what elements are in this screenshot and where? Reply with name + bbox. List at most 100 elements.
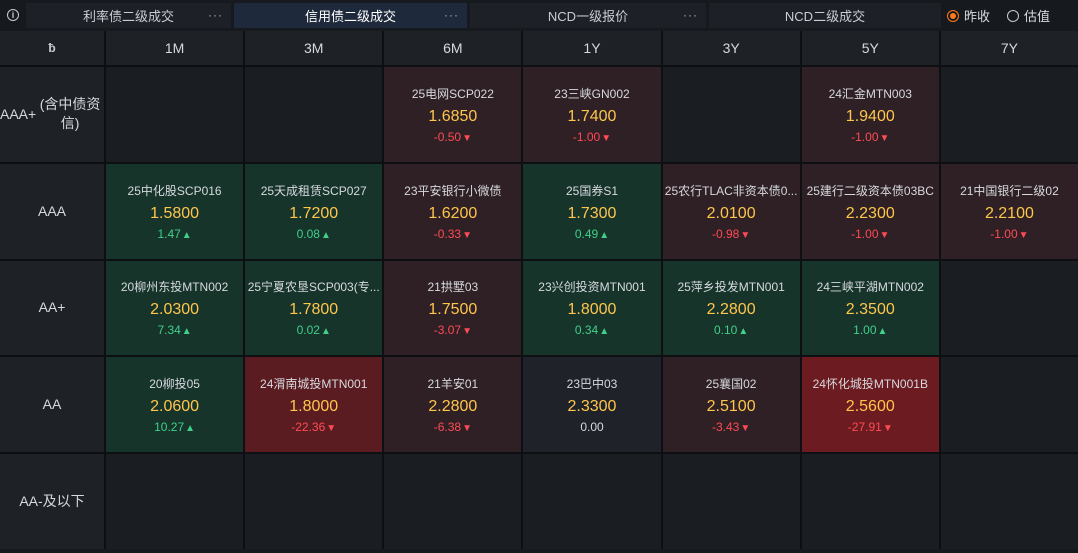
column-header-5y: 5Y	[801, 31, 939, 65]
row-label: AAA	[0, 163, 104, 259]
info-icon[interactable]: i	[7, 9, 19, 21]
change-value: -27.91	[847, 420, 882, 435]
bond-name: 23巴中03	[566, 377, 618, 392]
radio-label: 估值	[1024, 9, 1051, 24]
change-value: -6.38	[433, 420, 462, 435]
rating-label: AAA+	[0, 105, 37, 122]
change-value: 7.34	[157, 323, 181, 338]
triangle-down-icon: ▼	[462, 326, 472, 338]
bond-cell[interactable]: 20柳投05 2.0600 10.27▲	[106, 357, 244, 453]
rating-label: AAA	[37, 202, 66, 219]
rating-sublabel: (含中债资信)	[39, 96, 101, 132]
radio-close[interactable]: 昨收	[947, 6, 990, 25]
bond-yield: 2.0600	[150, 398, 200, 416]
bond-change: 1.47▲	[157, 227, 191, 241]
radio-valuation[interactable]: 估值	[1007, 6, 1050, 25]
bond-cell[interactable]: 20柳州东投MTN002 2.0300 7.34▲	[106, 260, 244, 356]
bond-change: -22.36▼	[291, 420, 336, 434]
bond-cell[interactable]: 25襄国02 2.5100 -3.43▼	[662, 357, 800, 453]
column-header-1y: 1Y	[523, 31, 661, 65]
bond-cell[interactable]: 21中国银行二级02 2.2100 -1.00▼	[940, 163, 1078, 259]
empty-cell	[801, 454, 939, 549]
tab-label: 信用债二级成交	[304, 9, 396, 24]
tab-credit-bond-secondary[interactable]: 信用债二级成交 ···	[234, 3, 467, 28]
bond-yield: 1.6200	[428, 204, 478, 222]
column-header-3y: 3Y	[662, 31, 800, 65]
bond-cell[interactable]: 25中化股SCP016 1.5800 1.47▲	[106, 163, 244, 259]
bond-name: 24渭南城投MTN001	[260, 377, 368, 392]
column-header-3m: 3M	[245, 31, 383, 65]
rating-label: AA	[42, 396, 62, 413]
bond-cell[interactable]: 21拱墅03 1.7500 -3.07▼	[384, 260, 522, 356]
bond-change: 0.34▲	[575, 323, 609, 337]
more-icon[interactable]: ···	[208, 8, 223, 22]
radio-unchecked-icon[interactable]	[1007, 9, 1019, 22]
bond-name: 20柳州东投MTN002	[120, 280, 229, 295]
tab-ncd-primary-quote[interactable]: NCD一级报价 ···	[470, 3, 706, 28]
credit-bond-matrix: ƀ 1M 3M 6M 1Y 3Y 5Y 7Y AAA+ (含中债资信) 25电网SCP022 1.6…	[0, 31, 1078, 549]
row-label: AA-及以下	[0, 454, 104, 549]
bond-yield: 1.7200	[289, 204, 339, 222]
bond-change: -27.91▼	[848, 420, 893, 434]
triangle-up-icon: ▲	[185, 423, 196, 435]
bond-cell[interactable]: 23巴中03 2.3300 0.00	[523, 357, 661, 453]
bond-cell[interactable]: 25萍乡投发MTN001 2.2800 0.10▲	[662, 260, 800, 356]
bond-change: 1.00▲	[853, 323, 887, 337]
column-header-6m: 6M	[384, 31, 522, 65]
bond-cell[interactable]: 24渭南城投MTN001 1.8000 -22.36▼	[245, 357, 383, 453]
bond-cell[interactable]: 24怀化城投MTN001B 2.5600 -27.91▼	[801, 357, 939, 453]
bond-name: 25农行TLAC非资本债0...	[664, 183, 798, 198]
bond-name: 21拱墅03	[427, 280, 479, 295]
radio-checked-icon[interactable]	[947, 9, 959, 22]
tab-ncd-secondary[interactable]: NCD二级成交	[709, 3, 941, 28]
bond-cell[interactable]: 23兴创投资MTN001 1.8000 0.34▲	[523, 260, 661, 356]
bond-name: 24汇金MTN003	[828, 86, 912, 101]
bond-cell[interactable]: 24汇金MTN003 1.9400 -1.00▼	[801, 67, 939, 162]
bond-name: 25萍乡投发MTN001	[677, 280, 785, 295]
empty-cell	[662, 454, 800, 549]
bond-yield: 1.7800	[289, 301, 339, 319]
triangle-down-icon: ▼	[462, 423, 472, 435]
bond-cell[interactable]: 25电网SCP022 1.6850 -0.50▼	[384, 67, 522, 162]
bond-change: 0.00	[580, 420, 603, 434]
bond-cell[interactable]: 23三峡GN002 1.7400 -1.00▼	[523, 67, 661, 162]
bond-change: -1.00▼	[851, 130, 889, 144]
bottom-bar	[0, 549, 1078, 553]
rating-label: AA-及以下	[19, 493, 85, 510]
column-header-7y: 7Y	[940, 31, 1078, 65]
triangle-up-icon: ▲	[738, 326, 749, 338]
bond-cell[interactable]: 21羊安01 2.2800 -6.38▼	[384, 357, 522, 453]
change-value: -1.00	[572, 129, 601, 144]
triangle-down-icon: ▼	[879, 132, 890, 144]
empty-cell	[662, 67, 800, 162]
bond-yield: 1.6850	[428, 107, 478, 125]
bond-change: 10.27▲	[154, 420, 195, 434]
bond-change: 0.02▲	[297, 323, 331, 337]
more-icon[interactable]: ···	[683, 8, 698, 22]
bond-yield: 2.3500	[845, 301, 895, 319]
bond-cell[interactable]: 25农行TLAC非资本债0... 2.0100 -0.98▼	[662, 163, 800, 259]
triangle-down-icon: ▼	[1018, 229, 1029, 241]
bond-cell[interactable]: 23平安银行小微债 1.6200 -0.33▼	[384, 163, 522, 259]
tab-rate-bond-secondary[interactable]: 利率债二级成交 ···	[26, 3, 231, 28]
empty-cell	[940, 260, 1078, 356]
row-label: AA	[0, 357, 104, 453]
triangle-up-icon: ▲	[877, 326, 888, 338]
bond-yield: 2.2100	[984, 204, 1034, 222]
triangle-up-icon: ▲	[599, 326, 610, 338]
bond-cell[interactable]: 25国券S1 1.7300 0.49▲	[523, 163, 661, 259]
empty-cell	[245, 67, 383, 162]
bond-cell[interactable]: 25宁夏农垦SCP003(专... 1.7800 0.02▲	[245, 260, 383, 356]
bond-cell[interactable]: 25天成租赁SCP027 1.7200 0.08▲	[245, 163, 383, 259]
bond-change: 7.34▲	[157, 323, 191, 337]
bond-yield: 1.7500	[428, 301, 478, 319]
bond-change: -3.07▼	[434, 323, 472, 337]
change-value: -0.98	[712, 226, 740, 241]
more-icon[interactable]: ···	[444, 8, 459, 22]
bond-name: 25国券S1	[565, 183, 618, 198]
bond-change: -0.33▼	[434, 227, 472, 241]
bond-cell[interactable]: 24三峡平湖MTN002 2.3500 1.00▲	[801, 260, 939, 356]
change-value: -1.00	[851, 226, 879, 241]
triangle-down-icon: ▼	[879, 229, 890, 241]
bond-cell[interactable]: 25建行二级资本债03BC 2.2300 -1.00▼	[801, 163, 939, 259]
